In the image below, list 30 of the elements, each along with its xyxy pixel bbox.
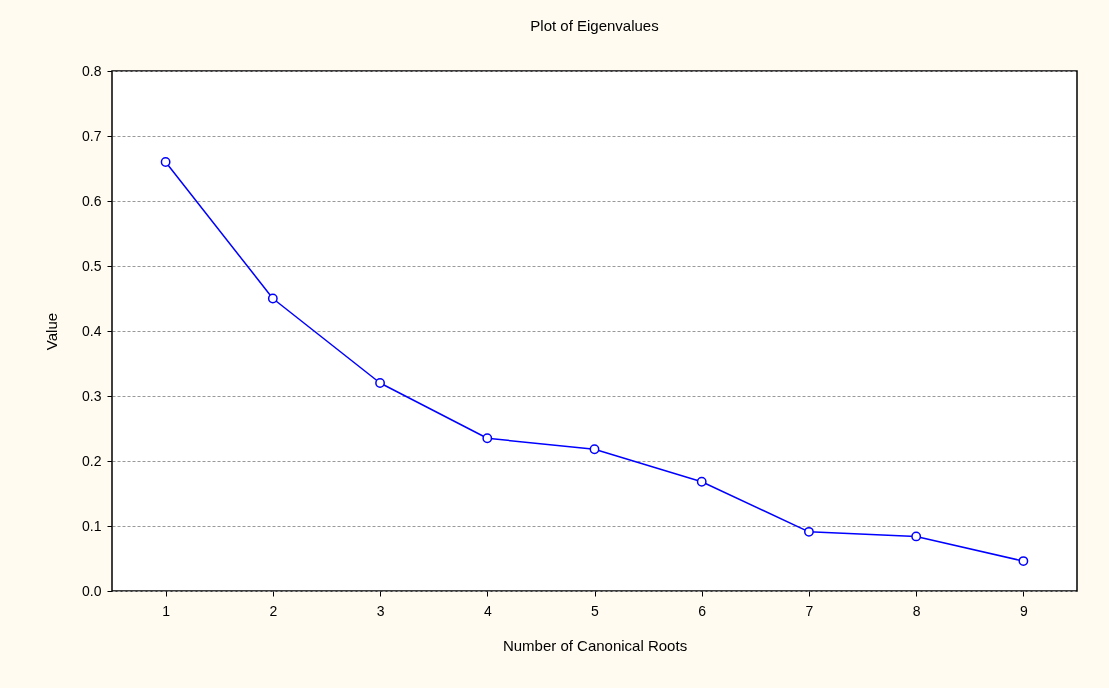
- y-tick-label: 0.6: [82, 192, 102, 209]
- y-tick-label: 0.5: [82, 257, 102, 274]
- point: [160, 157, 171, 167]
- point: [589, 444, 600, 455]
- y-tick-label: 0.7: [82, 127, 102, 144]
- x-tick-label: 1: [162, 602, 171, 619]
- point: [267, 293, 278, 304]
- x-tick-label: 6: [698, 602, 707, 619]
- x-tick-label: 4: [483, 602, 492, 619]
- x-tick-label: 2: [269, 602, 278, 619]
- point: [696, 476, 707, 487]
- x-tick-label: 8: [912, 602, 921, 619]
- y-tick-label: 0.0: [82, 582, 102, 599]
- y-tick-label: 0.3: [82, 387, 102, 404]
- x-tick-label: 9: [1019, 602, 1028, 619]
- x-tick-label: 7: [805, 602, 814, 619]
- y-tick-label: 0.2: [82, 452, 102, 469]
- y-tick-label: 0.1: [82, 517, 102, 534]
- x-tick-label: 3: [376, 602, 385, 619]
- x-tick-label: 5: [591, 602, 600, 619]
- y-axis-title: Value: [43, 312, 61, 351]
- point: [482, 433, 493, 444]
- chart-title: Plot of Eigenvalues: [530, 17, 659, 34]
- point: [911, 531, 922, 542]
- y-tick-label: 0.8: [82, 62, 102, 79]
- x-axis-title: Number of Canonical Roots: [502, 636, 688, 654]
- point: [804, 526, 814, 537]
- point: [1018, 556, 1029, 567]
- point: [375, 378, 385, 388]
- y-tick-label: 0.4: [82, 322, 102, 339]
